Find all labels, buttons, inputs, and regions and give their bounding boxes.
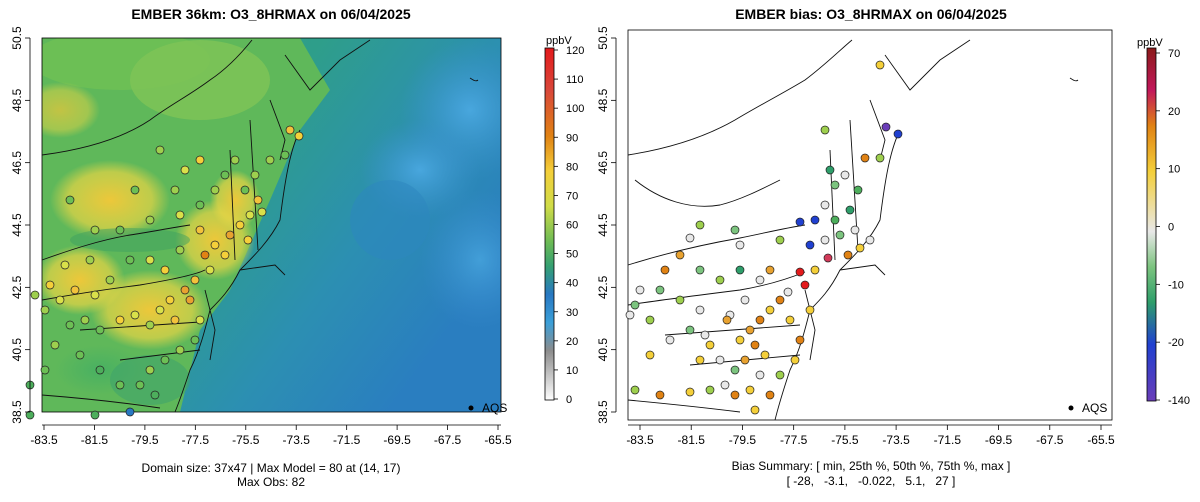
right-y-tick-label: 46.5 bbox=[596, 151, 610, 175]
left-x-tick-label: -77.5 bbox=[182, 433, 210, 447]
right-aqs-sites bbox=[625, 60, 903, 415]
left-x-tick-label: -71.5 bbox=[333, 433, 361, 447]
left-colorbar-tick-label: 120 bbox=[566, 45, 584, 57]
left-x-tick-label: -79.5 bbox=[131, 433, 159, 447]
left-colorbar-tick-label: 70 bbox=[566, 190, 578, 202]
right-colorbar-tick-label: 70 bbox=[1168, 48, 1180, 60]
left-x-tick-label: -83.5 bbox=[30, 433, 58, 447]
right-x-tick-label: -81.5 bbox=[678, 433, 706, 447]
left-x-axis: -83.5 -81.5 -79.5 -77.5 -75.5 -73.5 -71.5 -69.5… bbox=[30, 424, 512, 447]
right-x-tick-label: -71.5 bbox=[934, 433, 962, 447]
right-colorbar-tick-label: 20 bbox=[1168, 106, 1180, 118]
left-y-axis: 50.5 48.5 46.5 44.5 42.5 40.5 38.5 bbox=[10, 26, 31, 424]
left-colorbar-tick-label: 0 bbox=[566, 394, 572, 406]
right-footer-line2: [ -28, -3.1, -0.022, 5.1, 27 ] bbox=[787, 474, 956, 488]
right-legend-marker bbox=[1068, 405, 1074, 411]
left-x-tick-label: -81.5 bbox=[81, 433, 109, 447]
left-x-tick-label: -67.5 bbox=[434, 433, 462, 447]
right-colorbar-tick-label: -140 bbox=[1168, 395, 1190, 407]
left-colorbar-tick-label: 10 bbox=[566, 365, 578, 377]
right-map: AQS bbox=[625, 29, 1113, 421]
left-colorbar-tick-label: 110 bbox=[566, 74, 584, 86]
left-title: EMBER 36km: O3_8HRMAX on 06/04/2025 bbox=[131, 6, 411, 22]
left-colorbar-unit: ppbV bbox=[546, 35, 572, 47]
right-x-tick-label: -67.5 bbox=[1036, 433, 1064, 447]
left-colorbar-tick-label: 30 bbox=[566, 307, 578, 319]
left-colorbar-tick-label: 20 bbox=[566, 336, 578, 348]
left-x-tick-label: -65.5 bbox=[484, 433, 512, 447]
right-x-tick-label: -79.5 bbox=[729, 433, 757, 447]
right-footer-line1: Bias Summary: [ min, 25th %, 50th %, 75t… bbox=[732, 459, 1011, 473]
right-legend-label: AQS bbox=[1082, 401, 1107, 415]
left-map: AQS bbox=[25, 37, 507, 420]
right-y-tick-label: 50.5 bbox=[596, 26, 610, 50]
right-x-tick-label: -73.5 bbox=[882, 433, 910, 447]
right-colorbar-tick-label: -20 bbox=[1168, 337, 1184, 349]
right-x-tick-label: -75.5 bbox=[831, 433, 859, 447]
left-x-tick-label: -73.5 bbox=[283, 433, 311, 447]
right-x-tick-label: -77.5 bbox=[780, 433, 808, 447]
right-y-tick-label: 44.5 bbox=[596, 213, 610, 237]
right-x-tick-label: -83.5 bbox=[626, 433, 654, 447]
left-legend-marker bbox=[468, 405, 474, 411]
right-y-axis: 50.5 48.5 46.5 44.5 42.5 40.5 38.5 bbox=[596, 26, 617, 424]
right-x-tick-label: -69.5 bbox=[985, 433, 1013, 447]
right-y-tick-label: 48.5 bbox=[596, 88, 610, 112]
left-x-tick-label: -69.5 bbox=[383, 433, 411, 447]
right-x-axis: -83.5 -81.5 -79.5 -77.5 -75.5 -73.5 -71.5 -69.5… bbox=[626, 424, 1115, 447]
left-y-tick-label: 40.5 bbox=[10, 338, 24, 362]
right-colorbar-tick-label: 0 bbox=[1168, 222, 1174, 234]
left-x-tick-label: -75.5 bbox=[232, 433, 260, 447]
left-colorbar-tick-label: 100 bbox=[566, 103, 584, 115]
right-colorbar-unit: ppbV bbox=[1137, 37, 1163, 49]
right-colorbar-tick-label: -10 bbox=[1168, 279, 1184, 291]
left-colorbar-tick-label: 80 bbox=[566, 161, 578, 173]
left-aqs-sites bbox=[25, 125, 304, 420]
left-y-tick-label: 46.5 bbox=[10, 151, 24, 175]
left-legend-label: AQS bbox=[482, 401, 507, 415]
right-y-tick-label: 40.5 bbox=[596, 338, 610, 362]
left-y-tick-label: 50.5 bbox=[10, 26, 24, 50]
left-footer-line2: Max Obs: 82 bbox=[237, 475, 305, 489]
right-y-tick-label: 38.5 bbox=[596, 400, 610, 424]
left-boundaries bbox=[41, 39, 479, 413]
left-y-tick-label: 38.5 bbox=[10, 400, 24, 424]
left-colorbar-tick-label: 50 bbox=[566, 249, 578, 261]
left-colorbar-tick-label: 40 bbox=[566, 278, 578, 290]
left-footer-line1: Domain size: 37x47 | Max Model = 80 at (… bbox=[142, 461, 401, 475]
left-y-tick-label: 42.5 bbox=[10, 275, 24, 299]
right-title: EMBER bias: O3_8HRMAX on 06/04/2025 bbox=[735, 6, 1007, 22]
left-colorbar-tick-label: 90 bbox=[566, 132, 578, 144]
left-y-tick-label: 44.5 bbox=[10, 213, 24, 237]
left-y-tick-label: 48.5 bbox=[10, 88, 24, 112]
left-model-field bbox=[42, 38, 501, 412]
left-colorbar-tick-label: 60 bbox=[566, 220, 578, 232]
right-x-tick-label: -65.5 bbox=[1087, 433, 1115, 447]
right-y-tick-label: 42.5 bbox=[596, 275, 610, 299]
right-colorbar: ppbV 70 20 10 0 -10 -20 -140 bbox=[1137, 37, 1190, 407]
right-colorbar-tick-label: 10 bbox=[1168, 164, 1180, 176]
